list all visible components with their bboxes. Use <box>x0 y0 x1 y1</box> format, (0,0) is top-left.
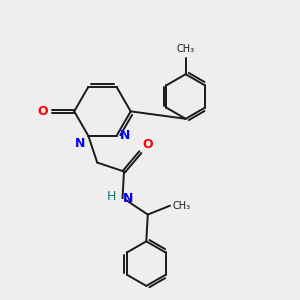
Text: CH₃: CH₃ <box>172 201 190 211</box>
Text: O: O <box>143 138 153 151</box>
Text: N: N <box>74 137 85 150</box>
Text: H: H <box>106 190 116 203</box>
Text: CH₃: CH₃ <box>177 44 195 54</box>
Text: N: N <box>120 129 130 142</box>
Text: O: O <box>38 105 48 118</box>
Text: N: N <box>122 192 133 205</box>
